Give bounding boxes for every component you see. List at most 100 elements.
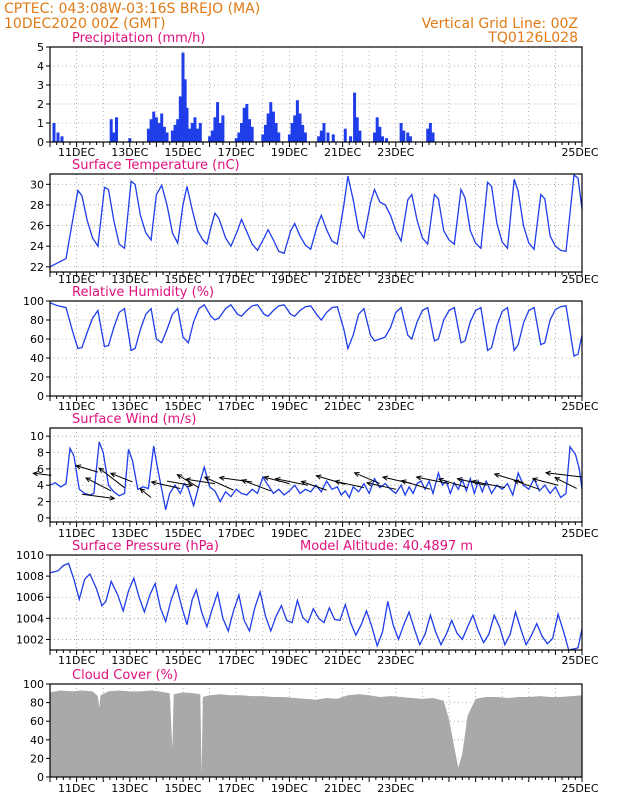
- precip-bar: [154, 117, 158, 142]
- y-tick-label: 1010: [16, 549, 44, 562]
- wind-arrow: [203, 476, 234, 491]
- x-tick-label: 17DEC: [218, 400, 255, 413]
- wind-arrow-head: [456, 477, 463, 483]
- precip-bar: [193, 117, 197, 142]
- precip-bar: [298, 113, 302, 142]
- precip-bar: [178, 96, 182, 142]
- precip-bar: [399, 123, 403, 142]
- header-run-time: 10DEC2020 00Z (GMT): [4, 16, 166, 32]
- wind-arrow-head: [365, 481, 372, 487]
- wind-arrow-head: [531, 477, 538, 483]
- wind-arrow: [554, 477, 577, 489]
- precip-bar: [384, 138, 388, 142]
- wind-arrow: [300, 480, 327, 491]
- y-tick-label: 28: [30, 199, 44, 212]
- precip-bar: [181, 52, 185, 143]
- wind-arrow-shaft: [354, 472, 381, 485]
- precip-bar: [358, 130, 362, 142]
- header-model-id: TQ0126L028: [487, 30, 578, 46]
- y-tick-label: 40: [30, 352, 44, 365]
- wind-arrow-shaft: [316, 475, 346, 485]
- precip-bar: [250, 126, 254, 142]
- precip-bar: [242, 107, 246, 142]
- x-tick-label: 11DEC: [58, 782, 95, 795]
- x-tick-label: 13DEC: [111, 654, 148, 667]
- wind-arrow-head: [109, 495, 116, 501]
- x-tick-label: 17DEC: [218, 654, 255, 667]
- wind-arrow-head: [300, 480, 307, 486]
- x-tick-label: 13DEC: [111, 400, 148, 413]
- precip-bar: [428, 123, 432, 142]
- precip-bar: [269, 102, 273, 142]
- wind-arrow-shaft: [472, 480, 505, 489]
- precip-bar: [162, 126, 166, 142]
- x-tick-label: 11DEC: [58, 273, 95, 286]
- x-tick-label: 11DEC: [58, 527, 95, 540]
- wind-arrow-shaft: [85, 477, 112, 492]
- x-tick-label: 25DEC: [561, 654, 598, 667]
- x-tick-label: 23DEC: [377, 400, 414, 413]
- wind-arrow: [139, 488, 152, 498]
- y-tick-label: 80: [30, 314, 44, 327]
- y-tick-label: 6: [37, 463, 44, 476]
- panel-title: Surface Wind (m/s): [72, 412, 196, 427]
- wind-arrow: [315, 474, 346, 485]
- precip-bar: [216, 102, 220, 142]
- x-tick-label: 23DEC: [377, 146, 414, 159]
- x-tick-label: 17DEC: [218, 527, 255, 540]
- precip-bar: [349, 136, 353, 142]
- wind-arrow-shaft: [264, 476, 290, 485]
- panel-temp: 22 24 26 28 30 11DEC 13DEC 15DEC 17DEC 19DEC 21DEC…: [30, 158, 599, 286]
- pressure-line: [49, 562, 583, 651]
- model-altitude-label: Model Altitude: 40.4897 m: [300, 539, 473, 554]
- wind-arrow-shaft: [301, 481, 327, 491]
- wind-arrow-head: [263, 475, 270, 481]
- precip-bar: [375, 117, 379, 142]
- y-tick-label: 24: [30, 240, 44, 253]
- wind-arrow: [365, 481, 396, 490]
- x-tick-label: 11DEC: [58, 146, 95, 159]
- wind-arrow-shaft: [204, 476, 234, 491]
- precip-bar: [248, 119, 251, 142]
- precip-bar: [185, 107, 189, 142]
- rh-line: [49, 302, 583, 358]
- wind-arrow-head: [98, 467, 105, 473]
- precip-bar: [157, 123, 161, 142]
- x-tick-label: 19DEC: [271, 782, 308, 795]
- wind-arrow-shaft: [457, 478, 487, 486]
- y-tick-label: 0: [37, 390, 44, 403]
- x-tick-label: 25DEC: [561, 782, 598, 795]
- precip-bar: [109, 119, 113, 142]
- y-tick-label: 3: [37, 79, 44, 92]
- wind-arrow-head: [109, 472, 116, 478]
- wind-arrow: [456, 477, 487, 486]
- wind-arrow-head: [203, 476, 210, 482]
- wind-arrow: [32, 471, 52, 477]
- wind-arrow-shaft: [416, 476, 450, 485]
- x-tick-label: 15DEC: [164, 654, 201, 667]
- precip-bar: [234, 138, 238, 142]
- y-tick-label: 5: [37, 41, 44, 54]
- precip-bar: [343, 128, 347, 142]
- precip-bar: [245, 104, 249, 142]
- header-grid-note: Vertical Grid Line: 00Z: [422, 16, 578, 32]
- precip-bar: [221, 115, 225, 142]
- y-tick-label: 40: [30, 734, 44, 747]
- y-tick-label: 60: [30, 333, 44, 346]
- wind-arrow: [531, 477, 559, 486]
- wind-arrow-shaft: [494, 473, 524, 484]
- wind-arrow-shaft: [514, 480, 540, 490]
- y-tick-label: 26: [30, 220, 44, 233]
- y-tick-label: 4: [37, 60, 44, 73]
- wind-arrow-head: [184, 477, 192, 483]
- wind-arrow: [75, 464, 99, 473]
- precip-bar: [149, 119, 153, 142]
- x-tick-label: 15DEC: [164, 527, 201, 540]
- wind-arrow-head: [187, 482, 194, 488]
- header-location: CPTEC: 043:08W-03:16S BREJO (MA): [4, 1, 260, 17]
- wind-arrow: [240, 479, 271, 492]
- y-tick-label: 4: [37, 479, 44, 492]
- precip-bar: [146, 128, 150, 142]
- panels: 0 1 2 3 4 5 11DEC 13DEC 15DEC 17DEC 19DEC 21DEC 23DE…: [16, 31, 599, 795]
